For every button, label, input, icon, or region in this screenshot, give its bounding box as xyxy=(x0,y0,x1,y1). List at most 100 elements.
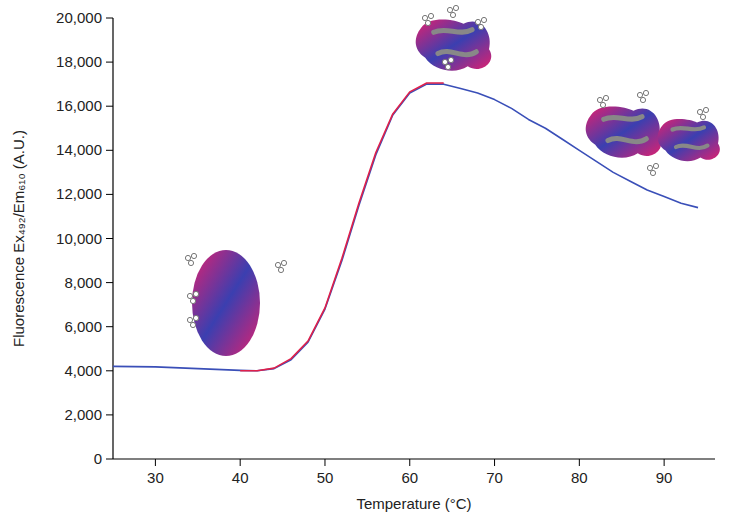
x-tick xyxy=(324,459,325,466)
y-tick-label: 8,000 xyxy=(64,274,102,291)
dye-ring xyxy=(453,5,458,10)
dye-ring xyxy=(700,114,705,119)
folded-protein xyxy=(192,250,260,356)
dye-ring xyxy=(185,255,190,260)
dye-icon xyxy=(442,57,453,69)
y-tick xyxy=(106,370,113,371)
dye-ring xyxy=(703,107,708,112)
y-tick-label: 18,000 xyxy=(56,53,102,70)
y-tick xyxy=(106,282,113,283)
y-tick xyxy=(106,106,113,107)
y-tick-label: 14,000 xyxy=(56,141,102,158)
y-tick-label: 12,000 xyxy=(56,185,102,202)
dye-icon xyxy=(475,17,486,29)
chart: 30 40 50 60 70 80 90 0 2,000 4,000 6,000 8,000 10,00… xyxy=(0,0,743,518)
x-axis xyxy=(113,458,715,459)
x-tick xyxy=(155,459,156,466)
dye-ring xyxy=(193,291,198,296)
dye-ring xyxy=(187,293,192,298)
dye-ring xyxy=(428,13,433,18)
dye-ring xyxy=(445,64,450,69)
dye-ring xyxy=(278,267,283,272)
dye-ring xyxy=(187,317,192,322)
dye-ring xyxy=(478,24,483,29)
protein-body xyxy=(416,20,492,71)
unfolded-protein xyxy=(658,119,720,161)
x-tick xyxy=(494,459,495,466)
dye-ring xyxy=(643,90,648,95)
y-axis-title: Fluorescence Ex₄₉₂/Em₆₁₀ (A.U.) xyxy=(10,130,27,347)
dye-ring xyxy=(275,262,280,267)
x-tick-label: 50 xyxy=(317,469,334,486)
dye-icon xyxy=(275,260,286,272)
dye-ring xyxy=(448,57,453,62)
dye-ring xyxy=(191,253,196,258)
dye-ring xyxy=(190,322,195,327)
dye-ring xyxy=(422,15,427,20)
unfolded-protein xyxy=(586,107,662,158)
dye-ring xyxy=(603,95,608,100)
dye-ring xyxy=(475,19,480,24)
dye-ring xyxy=(600,102,605,107)
protein-body xyxy=(586,107,662,158)
x-tick-label: 90 xyxy=(656,469,673,486)
dye-ring xyxy=(637,92,642,97)
dye-icon xyxy=(422,13,433,25)
dye-icon xyxy=(185,253,196,265)
y-tick xyxy=(106,18,113,19)
x-tick xyxy=(579,459,580,466)
dye-ring xyxy=(697,109,702,114)
x-axis-title: Temperature (°C) xyxy=(356,495,471,512)
dye-ring xyxy=(653,163,658,168)
x-tick-label: 80 xyxy=(571,469,588,486)
series-group xyxy=(113,83,698,371)
y-tick xyxy=(106,62,113,63)
dye-icon xyxy=(187,315,198,327)
y-tick-label: 10,000 xyxy=(56,230,102,247)
dye-ring xyxy=(190,298,195,303)
protein-body xyxy=(658,119,720,161)
y-tick-label: 2,000 xyxy=(64,406,102,423)
dye-ring xyxy=(188,260,193,265)
y-tick-label: 6,000 xyxy=(64,318,102,335)
hydrophobic-patch xyxy=(604,117,647,142)
dye-icon xyxy=(647,163,658,175)
y-tick xyxy=(106,326,113,327)
dye-icon xyxy=(697,107,708,119)
y-tick-label: 4,000 xyxy=(64,362,102,379)
x-tick-label: 70 xyxy=(486,469,503,486)
x-tick-label: 60 xyxy=(401,469,418,486)
dye-icon xyxy=(447,5,458,17)
series-line xyxy=(240,83,444,371)
x-tick xyxy=(409,459,410,466)
dye-ring xyxy=(450,12,455,17)
dye-icon xyxy=(597,95,608,107)
x-tick-label: 40 xyxy=(232,469,249,486)
dye-icon xyxy=(187,291,198,303)
hydrophobic-patch xyxy=(673,127,708,148)
hydrophobic-patch xyxy=(434,30,477,55)
dye-ring xyxy=(650,170,655,175)
y-tick-label: 16,000 xyxy=(56,97,102,114)
dye-ring xyxy=(597,97,602,102)
dye-ring xyxy=(425,20,430,25)
unfolded-protein xyxy=(416,20,492,71)
x-tick-label: 30 xyxy=(147,469,164,486)
dye-icon xyxy=(637,90,648,102)
y-tick-label: 0 xyxy=(94,450,102,467)
y-tick xyxy=(106,238,113,239)
y-tick-label: 20,000 xyxy=(56,9,102,26)
series-line xyxy=(113,84,698,371)
dye-ring xyxy=(193,315,198,320)
dye-ring xyxy=(281,260,286,265)
dye-ring xyxy=(640,97,645,102)
x-tick xyxy=(664,459,665,466)
dye-ring xyxy=(647,165,652,170)
dye-ring xyxy=(442,59,447,64)
y-tick xyxy=(106,150,113,151)
y-tick xyxy=(106,194,113,195)
x-tick xyxy=(240,459,241,466)
y-tick xyxy=(106,459,113,460)
dye-ring xyxy=(481,17,486,22)
y-tick xyxy=(106,414,113,415)
